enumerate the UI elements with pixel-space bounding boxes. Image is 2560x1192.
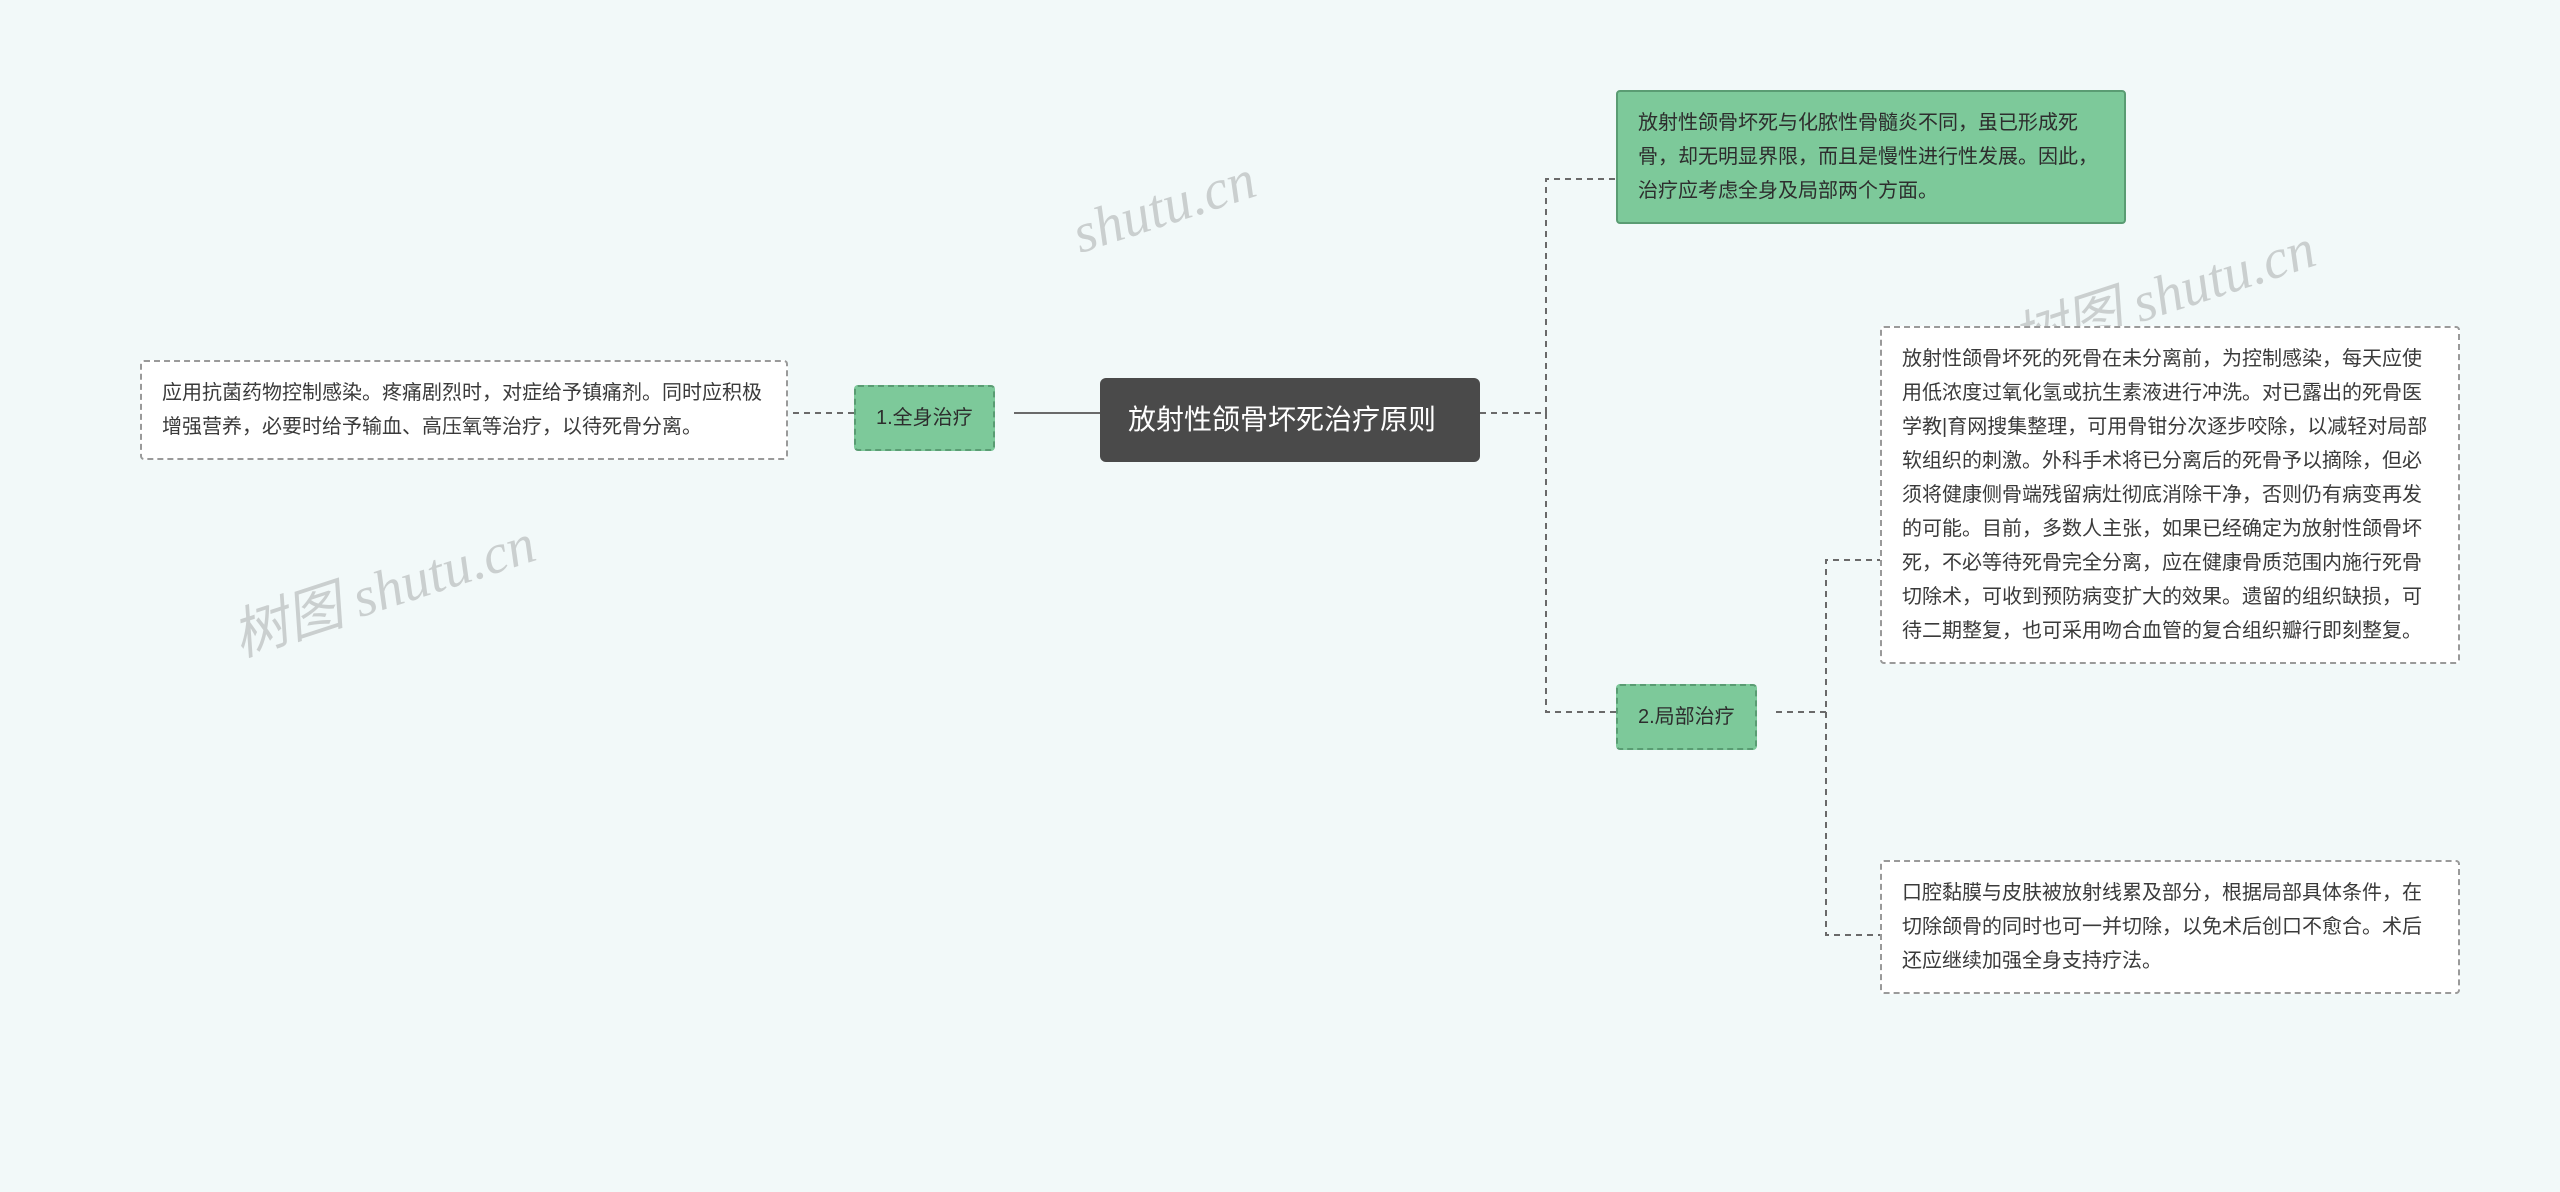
right-leaf-local-1: 放射性颌骨坏死的死骨在未分离前，为控制感染，每天应使用低浓度过氧化氢或抗生素液进… [1880, 326, 2460, 664]
right-branch-label: 2.局部治疗 [1616, 684, 1757, 750]
right-description: 放射性颌骨坏死与化脓性骨髓炎不同，虽已形成死骨，却无明显界限，而且是慢性进行性发… [1616, 90, 2126, 224]
left-leaf-systemic: 应用抗菌药物控制感染。疼痛剧烈时，对症给予镇痛剂。同时应积极增强营养，必要时给予… [140, 360, 788, 460]
watermark-3: shutu.cn [1065, 147, 1264, 266]
central-topic: 放射性颌骨坏死治疗原则 [1100, 378, 1480, 462]
right-leaf-local-2: 口腔黏膜与皮肤被放射线累及部分，根据局部具体条件，在切除颌骨的同时也可一并切除，… [1880, 860, 2460, 994]
watermark-1: 树图 shutu.cn [220, 498, 544, 672]
left-branch-label: 1.全身治疗 [854, 385, 995, 451]
